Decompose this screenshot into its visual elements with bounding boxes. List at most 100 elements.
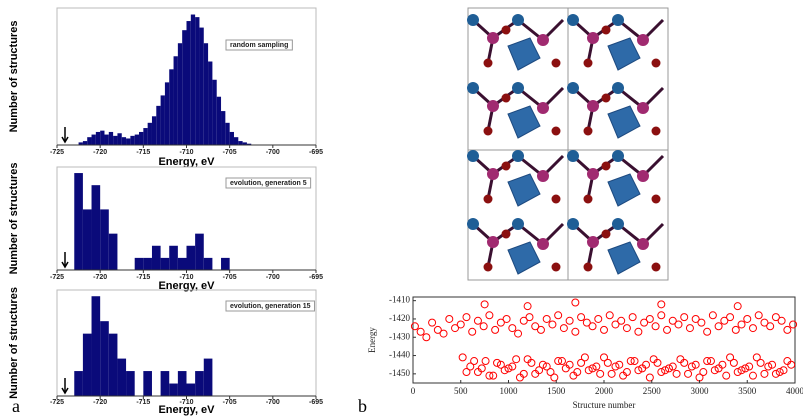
- x-tick-label: -715: [136, 399, 150, 406]
- point: [463, 369, 470, 376]
- bar: [109, 234, 118, 270]
- bar: [161, 258, 170, 270]
- bar: [100, 131, 104, 145]
- point: [471, 358, 478, 365]
- point: [417, 328, 424, 335]
- point: [618, 317, 625, 324]
- panel-label: b: [358, 396, 367, 416]
- x-tick-label: -705: [223, 399, 237, 406]
- x-axis-title: Energy, eV: [158, 404, 215, 416]
- bar: [187, 21, 191, 145]
- x-tick-label: -715: [136, 149, 150, 156]
- legend: evolution, generation 5: [226, 178, 311, 188]
- bar: [195, 371, 204, 396]
- point: [784, 326, 791, 333]
- point: [572, 328, 579, 335]
- point: [646, 374, 653, 381]
- y-axis-title: Number of structures: [8, 21, 20, 133]
- x-tick-label: 3000: [691, 386, 710, 396]
- bar: [169, 384, 178, 396]
- bar: [208, 61, 212, 145]
- x-tick-label: 2000: [595, 386, 614, 396]
- bar: [152, 246, 161, 270]
- point: [474, 317, 481, 324]
- bar: [117, 359, 126, 396]
- bar: [143, 258, 152, 270]
- point: [715, 323, 722, 330]
- x-tick-label: -695: [309, 399, 323, 406]
- bar: [156, 106, 160, 145]
- bar: [204, 258, 213, 270]
- legend-label: evolution, generation 15: [230, 303, 311, 310]
- y-tick-label: -1410: [389, 295, 410, 305]
- bar: [225, 123, 229, 145]
- point: [446, 315, 453, 322]
- bar: [191, 15, 195, 145]
- x-tick-label: -725: [50, 274, 64, 281]
- bar: [178, 258, 187, 270]
- point: [727, 314, 734, 321]
- point: [560, 325, 567, 332]
- bar: [217, 97, 221, 145]
- bar: [104, 135, 108, 145]
- point: [658, 301, 665, 308]
- legend: evolution, generation 15: [226, 301, 315, 311]
- point: [744, 315, 751, 322]
- point: [658, 312, 665, 319]
- point: [749, 372, 756, 379]
- y-tick-label: -1420: [389, 313, 410, 323]
- y-tick-label: -1440: [389, 350, 410, 360]
- x-tick-label: -695: [309, 274, 323, 281]
- bar: [174, 56, 178, 145]
- bar: [74, 173, 83, 270]
- x-tick-label: 0: [411, 386, 416, 396]
- point: [578, 359, 585, 366]
- point: [481, 301, 488, 308]
- point: [673, 370, 680, 377]
- bar: [83, 334, 92, 396]
- x-tick-label: 1000: [500, 386, 519, 396]
- bar: [187, 384, 196, 396]
- point: [589, 323, 596, 330]
- x-tick-label: -725: [50, 149, 64, 156]
- bar: [148, 123, 152, 145]
- bar: [113, 136, 117, 145]
- bar: [178, 371, 187, 396]
- point: [734, 303, 741, 310]
- x-tick-label: -710: [179, 149, 193, 156]
- x-tick-label: 3500: [738, 386, 757, 396]
- bar: [169, 69, 173, 145]
- bar: [152, 116, 156, 145]
- bar: [182, 30, 186, 145]
- bar: [195, 17, 199, 145]
- crystal-structure: [467, 8, 668, 280]
- bar: [221, 111, 225, 145]
- bar: [195, 234, 204, 270]
- point: [486, 312, 493, 319]
- x-tick-label: -720: [93, 274, 107, 281]
- bar: [92, 185, 101, 270]
- point: [698, 319, 705, 326]
- point: [753, 354, 760, 361]
- bar: [126, 138, 130, 145]
- x-tick-label: -700: [266, 274, 280, 281]
- point: [411, 323, 418, 330]
- point: [723, 372, 730, 379]
- point: [608, 370, 615, 377]
- point: [664, 326, 671, 333]
- y-axis-title: Number of structures: [8, 163, 20, 275]
- bar: [161, 371, 170, 396]
- bar: [234, 137, 238, 145]
- y-axis-title: Number of structures: [8, 287, 20, 399]
- point: [480, 323, 487, 330]
- point: [686, 325, 693, 332]
- point: [547, 369, 554, 376]
- point: [778, 317, 785, 324]
- y-tick-label: -1430: [389, 331, 410, 341]
- point: [761, 370, 768, 377]
- bar: [130, 136, 134, 145]
- point: [463, 314, 470, 321]
- bar: [83, 141, 87, 145]
- point: [623, 325, 630, 332]
- point: [515, 330, 522, 337]
